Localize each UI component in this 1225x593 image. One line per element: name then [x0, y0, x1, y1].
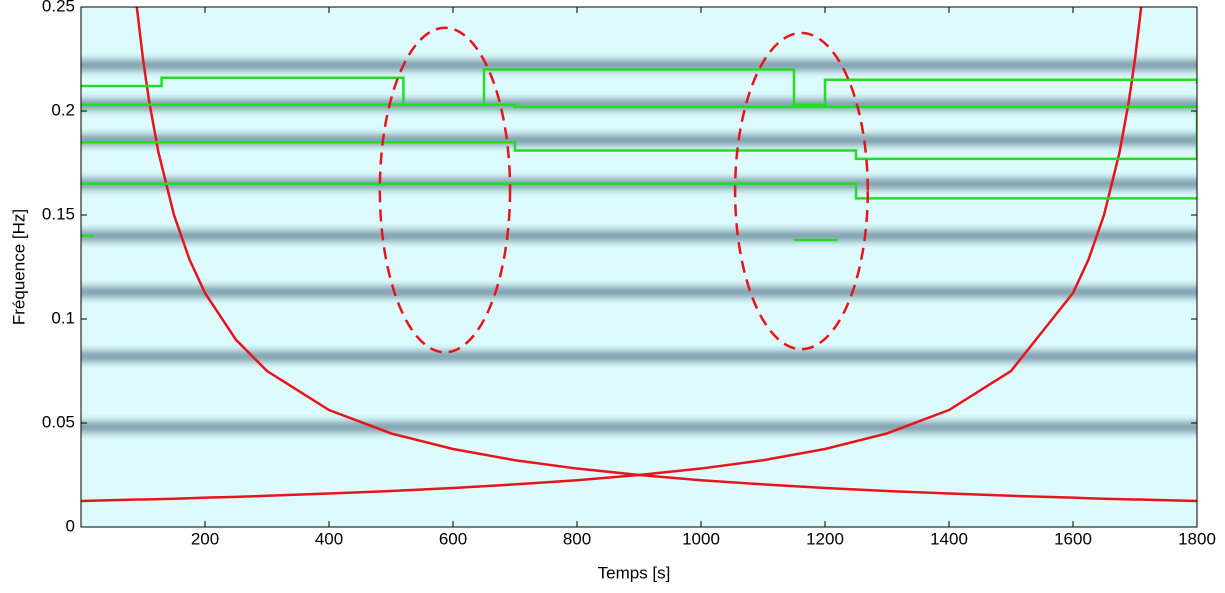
- ridge-line: [81, 111, 1197, 161]
- x-tick-label: 200: [191, 529, 219, 548]
- y-tick-label: 0.15: [42, 204, 75, 223]
- spectral-band: [81, 230, 1197, 241]
- plot-area: [81, 7, 1197, 503]
- x-tick-label: 1200: [806, 529, 844, 548]
- x-tick-label: 1000: [682, 529, 720, 548]
- x-tick-label: 1800: [1178, 529, 1216, 548]
- y-tick-label: 0.05: [42, 412, 75, 431]
- x-tick-label: 1600: [1054, 529, 1092, 548]
- dashed-ellipse: [378, 26, 512, 354]
- x-tick-label: 1400: [930, 529, 968, 548]
- x-tick-label: 400: [315, 529, 343, 548]
- dashed-ellipse: [733, 31, 870, 351]
- ridge-line: [81, 182, 1197, 200]
- ridge-line: [81, 68, 1197, 107]
- y-tick-label: 0.25: [42, 0, 75, 15]
- spectral-band: [81, 422, 1197, 433]
- plot-background: [81, 7, 1197, 527]
- x-tick-label: 800: [563, 529, 591, 548]
- influence-curve: [81, 7, 1143, 503]
- y-axis-label: Fréquence [Hz]: [9, 209, 28, 325]
- y-tick-label: 0.2: [51, 100, 75, 119]
- x-axis-label: Temps [s]: [598, 563, 671, 582]
- spectral-band: [81, 135, 1197, 146]
- spectral-band: [81, 351, 1197, 362]
- plot-frame: [80, 6, 1198, 528]
- spectral-band: [81, 60, 1197, 71]
- y-tick-label: 0: [66, 516, 75, 535]
- spectral-band: [81, 99, 1197, 110]
- x-tick-label: 600: [439, 529, 467, 548]
- ridge-line: [81, 103, 1197, 109]
- y-tick-label: 0.1: [51, 308, 75, 327]
- spectral-band: [81, 286, 1197, 297]
